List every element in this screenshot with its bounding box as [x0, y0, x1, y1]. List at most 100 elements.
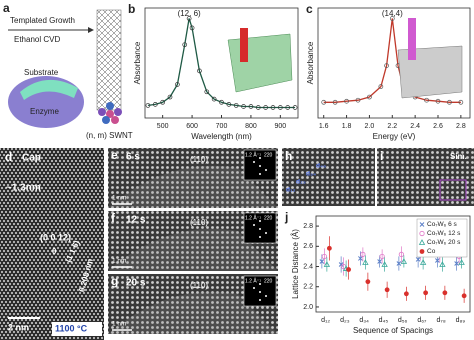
spacing-label: d₂₃: [296, 179, 306, 186]
marker: [377, 259, 382, 264]
particle-edge: [108, 291, 278, 334]
spacing-label: d₁₂: [286, 187, 296, 194]
data-point: [211, 96, 217, 102]
marker: [419, 259, 427, 265]
y-axis-label: Lattice Distance (Å): [291, 229, 300, 299]
fft-scale: 1.2 Å⁻¹: [245, 151, 261, 158]
marker: [419, 230, 425, 237]
data-point: [152, 102, 158, 107]
fft-spot: [265, 232, 267, 234]
marker: [403, 291, 409, 297]
substrate-shape: [20, 79, 78, 100]
marker: [419, 222, 425, 227]
marker: [418, 239, 426, 245]
x-tick-label: 2.6: [433, 123, 443, 130]
fft-spot: [253, 224, 255, 226]
panel-letter: f: [111, 211, 116, 225]
annotation: (12, 6): [178, 9, 201, 18]
marker: [381, 261, 388, 267]
panel-letter: h: [285, 149, 292, 163]
marker: [423, 290, 429, 296]
marker: [362, 259, 369, 265]
x-tick-label: d₄₅: [379, 317, 389, 324]
marker: [338, 262, 344, 267]
x-tick-label: 900: [275, 123, 287, 130]
data-point: [458, 99, 464, 105]
marker: [400, 258, 408, 264]
data-point: [248, 104, 254, 109]
label: 1100 °C: [55, 323, 88, 333]
data-point: [233, 103, 239, 108]
spacing-label: d₄₅: [316, 163, 326, 170]
panel-h: h: [282, 148, 375, 206]
data-point: [182, 42, 188, 48]
label: Templated Growth: [10, 16, 75, 25]
label: 2 nm: [8, 322, 29, 332]
data-point: [219, 99, 224, 105]
panel-letter: d: [5, 150, 12, 164]
x-tick-label: 1.8: [342, 123, 352, 130]
y-tick-label: 2.6: [303, 243, 313, 250]
catalyst: [98, 102, 122, 124]
data-point: [255, 105, 261, 110]
marker: [461, 293, 467, 299]
data-point: [389, 16, 395, 21]
data-point: [263, 105, 268, 110]
data-point: [447, 99, 452, 105]
panel-letter: i: [380, 149, 383, 163]
marker: [365, 279, 371, 285]
label: Substrate: [24, 68, 59, 77]
x-axis-label: Sequence of Spacings: [353, 326, 433, 335]
x-tick-label: 2.0: [365, 123, 375, 130]
plane-label: (110): [190, 155, 208, 164]
marker: [458, 259, 465, 265]
fit-line: [147, 18, 296, 109]
inset-sheet: [227, 33, 293, 93]
marker: [384, 287, 390, 293]
x-tick-label: d₁₂: [321, 317, 330, 324]
marker: [419, 249, 425, 254]
data-point: [175, 82, 180, 87]
data-point: [355, 97, 361, 103]
marker: [358, 256, 363, 261]
marker: [346, 267, 352, 272]
marker: [326, 245, 332, 251]
marker: [323, 261, 331, 267]
y-tick-label: 2.4: [303, 263, 313, 270]
fft-spot: [259, 157, 261, 159]
fft-spot: [259, 220, 261, 222]
panel-letter: e: [111, 148, 118, 162]
x-axis-label: Energy (eV): [373, 132, 416, 141]
x-tick-label: d₃₄: [359, 317, 369, 324]
data-point: [241, 104, 246, 109]
x-tick-label: 2.8: [456, 123, 466, 130]
label: (n, m) SWNT: [86, 131, 133, 140]
y-tick-label: 2.0: [303, 304, 313, 311]
data-point: [384, 63, 389, 68]
x-tick-label: d₂₃: [340, 317, 350, 324]
marker: [319, 259, 325, 264]
fft-spot-label: 220: [264, 215, 273, 221]
plane-label: (110): [190, 218, 208, 227]
fft-spot: [259, 283, 261, 285]
panel-letter: c: [306, 2, 313, 16]
marker: [379, 253, 385, 260]
marker: [415, 257, 421, 262]
fft-spot: [265, 295, 267, 297]
y-tick-label: 2.2: [303, 284, 313, 291]
fit-line: [323, 18, 461, 103]
marker: [442, 290, 448, 296]
legend-label: Co₇W₆ 12 s: [427, 230, 461, 237]
tem-image: [282, 148, 375, 206]
plot-frame: [317, 7, 471, 119]
label: Ethanol CVD: [14, 35, 60, 44]
fft-scale: 1.2 Å⁻¹: [245, 214, 261, 221]
spacing-label: d₃₄: [306, 171, 316, 178]
data-point: [344, 98, 349, 104]
data-point: [197, 68, 202, 74]
inset-tube: [240, 28, 248, 62]
time-label: 20 s: [126, 278, 146, 289]
data-point: [160, 99, 166, 105]
time-label: 12 s: [126, 215, 146, 226]
